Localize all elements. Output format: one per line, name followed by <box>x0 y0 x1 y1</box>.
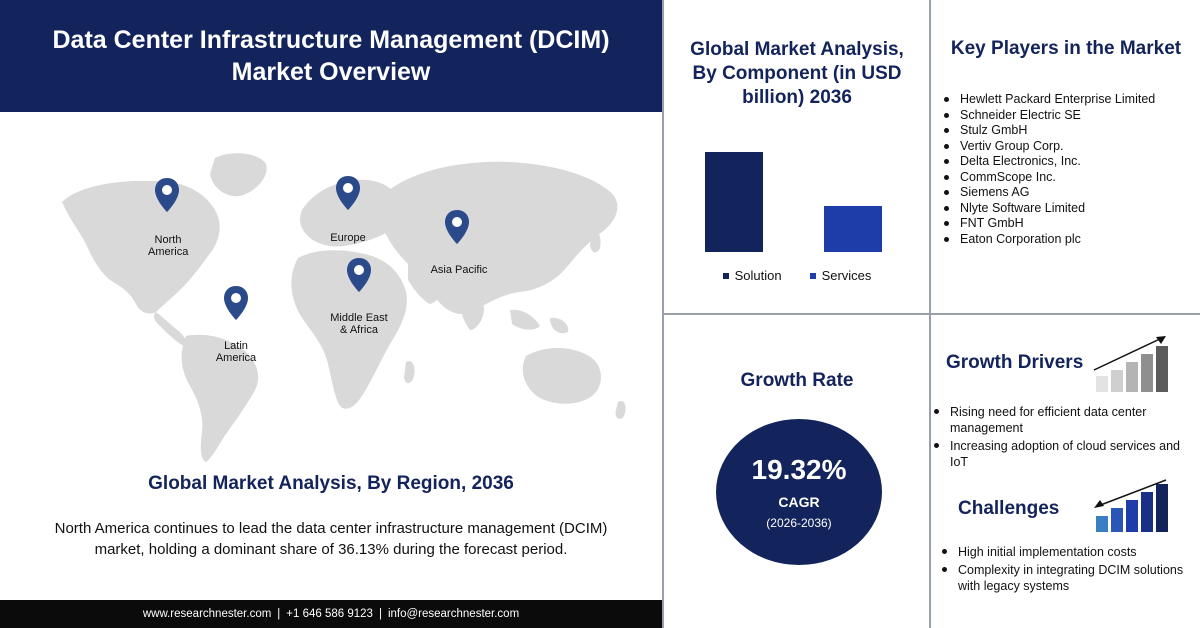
legend-item-solution: Solution <box>722 268 782 283</box>
cagr-label: CAGR <box>778 494 820 510</box>
component-chart-title-line-3: billion) 2036 <box>742 87 852 108</box>
madagascar-shape <box>404 360 415 384</box>
europe-shape <box>300 179 401 247</box>
key-player-item: Schneider Electric SE <box>942 108 1192 124</box>
growth-drivers-list: Rising need for efficient data center ma… <box>932 404 1194 472</box>
pin-asia-pacific-icon <box>445 210 469 244</box>
divider-horizontal <box>662 313 1200 315</box>
world-map-graphic <box>62 153 626 462</box>
pin-north-america-icon <box>155 178 179 212</box>
region-section-title: Global Market Analysis, By Region, 2036 <box>148 473 514 494</box>
component-chart-legend: Solution Services <box>664 268 930 283</box>
growth-driver-item: Increasing adoption of cloud services an… <box>932 438 1194 470</box>
map-pins <box>155 176 469 320</box>
growth-rate-title: Growth Rate <box>740 370 854 391</box>
legend-label-solution: Solution <box>734 268 782 283</box>
pin-label-latin-america: Latin America <box>215 340 257 364</box>
islands-shape <box>550 317 569 334</box>
key-players-title: Key Players in the Market <box>950 38 1182 59</box>
region-description-line-1: North America continues to lead the data… <box>54 520 608 537</box>
southeast-asia-shape <box>510 309 540 330</box>
new-zealand-shape <box>615 400 626 419</box>
cagr-period: (2026-2036) <box>766 516 832 530</box>
title-band: Data Center Infrastructure Management (D… <box>0 0 662 112</box>
component-chart-title-line-1: Global Market Analysis, <box>690 39 904 60</box>
footer-phone[interactable]: +1 646 586 9123 <box>286 608 373 620</box>
page-title-line-1: Data Center Infrastructure Management (D… <box>52 26 610 54</box>
pin-label-middle-east-africa: Middle East & Africa <box>330 312 388 336</box>
australia-shape <box>522 347 601 404</box>
africa-shape <box>291 250 407 409</box>
key-players-list: Hewlett Packard Enterprise Limited Schnei… <box>942 92 1192 247</box>
component-chart-title-line-2: By Component (in USD <box>692 63 902 84</box>
cagr-value: 19.32% <box>751 454 847 485</box>
challenge-item: High initial implementation costs <box>940 544 1194 560</box>
region-description: North America continues to lead the data… <box>10 518 652 560</box>
component-bar-chart <box>705 152 882 252</box>
key-player-item: Stulz GmbH <box>942 123 1192 139</box>
footer-bar: www.researchnester.com | +1 646 586 9123… <box>0 600 662 628</box>
key-player-item: Delta Electronics, Inc. <box>942 154 1192 170</box>
growth-driver-item: Rising need for efficient data center ma… <box>932 404 1194 436</box>
key-player-item: Hewlett Packard Enterprise Limited <box>942 92 1192 108</box>
footer-separator-2: | <box>378 608 382 620</box>
key-player-item: Vertiv Group Corp. <box>942 139 1192 155</box>
key-player-item: FNT GmbH <box>942 216 1192 232</box>
central-america-shape <box>153 312 187 346</box>
pin-label-asia-pacific: Asia Pacific <box>430 264 488 276</box>
challenges-title: Challenges <box>958 498 1060 519</box>
pin-label-north-america: North America <box>148 234 189 258</box>
region-description-line-2: market, holding a dominant share of 36.1… <box>94 541 568 558</box>
japan-shape <box>590 230 601 253</box>
key-player-item: Eaton Corporation plc <box>942 232 1192 248</box>
legend-swatch-services <box>809 272 816 279</box>
legend-label-services: Services <box>821 268 872 283</box>
pin-label-europe: Europe <box>330 232 366 244</box>
key-player-item: Nlyte Software Limited <box>942 201 1192 217</box>
footer-separator-1: | <box>277 608 281 620</box>
pin-europe-icon <box>336 176 360 210</box>
cagr-circle: 19.32% CAGR (2026-2036) <box>716 419 882 565</box>
footer-website[interactable]: www.researchnester.com <box>142 608 272 620</box>
challenge-item: Complexity in integrating DCIM solutions… <box>940 562 1194 594</box>
arabia-shape <box>408 264 442 304</box>
left-panel: Data Center Infrastructure Management (D… <box>0 0 662 628</box>
legend-item-services: Services <box>809 268 872 283</box>
challenges-list: High initial implementation costs Complex… <box>940 544 1194 596</box>
growth-drivers-title: Growth Drivers <box>946 352 1084 373</box>
india-shape <box>459 289 484 330</box>
pin-latin-america-icon <box>224 286 248 320</box>
challenges-chart-icon <box>1094 479 1168 532</box>
asia-shape <box>379 161 618 315</box>
footer-email[interactable]: info@researchnester.com <box>387 608 520 620</box>
bar-solution <box>705 152 763 252</box>
component-chart-title: Global Market Analysis, By Component (in… <box>664 38 930 110</box>
greenland-shape <box>210 153 267 197</box>
world-map-land <box>62 153 626 462</box>
bar-services <box>824 206 882 252</box>
pin-middle-east-africa-icon <box>347 258 371 292</box>
south-america-shape <box>181 334 259 462</box>
north-america-shape <box>62 180 220 314</box>
key-player-item: CommScope Inc. <box>942 170 1192 186</box>
legend-swatch-solution <box>722 272 729 279</box>
growth-up-chart-icon <box>1093 336 1168 392</box>
key-player-item: Siemens AG <box>942 185 1192 201</box>
world-map: North America Europe Asia Pacific Middle … <box>40 140 640 470</box>
page-title-line-2: Market Overview <box>231 58 431 86</box>
